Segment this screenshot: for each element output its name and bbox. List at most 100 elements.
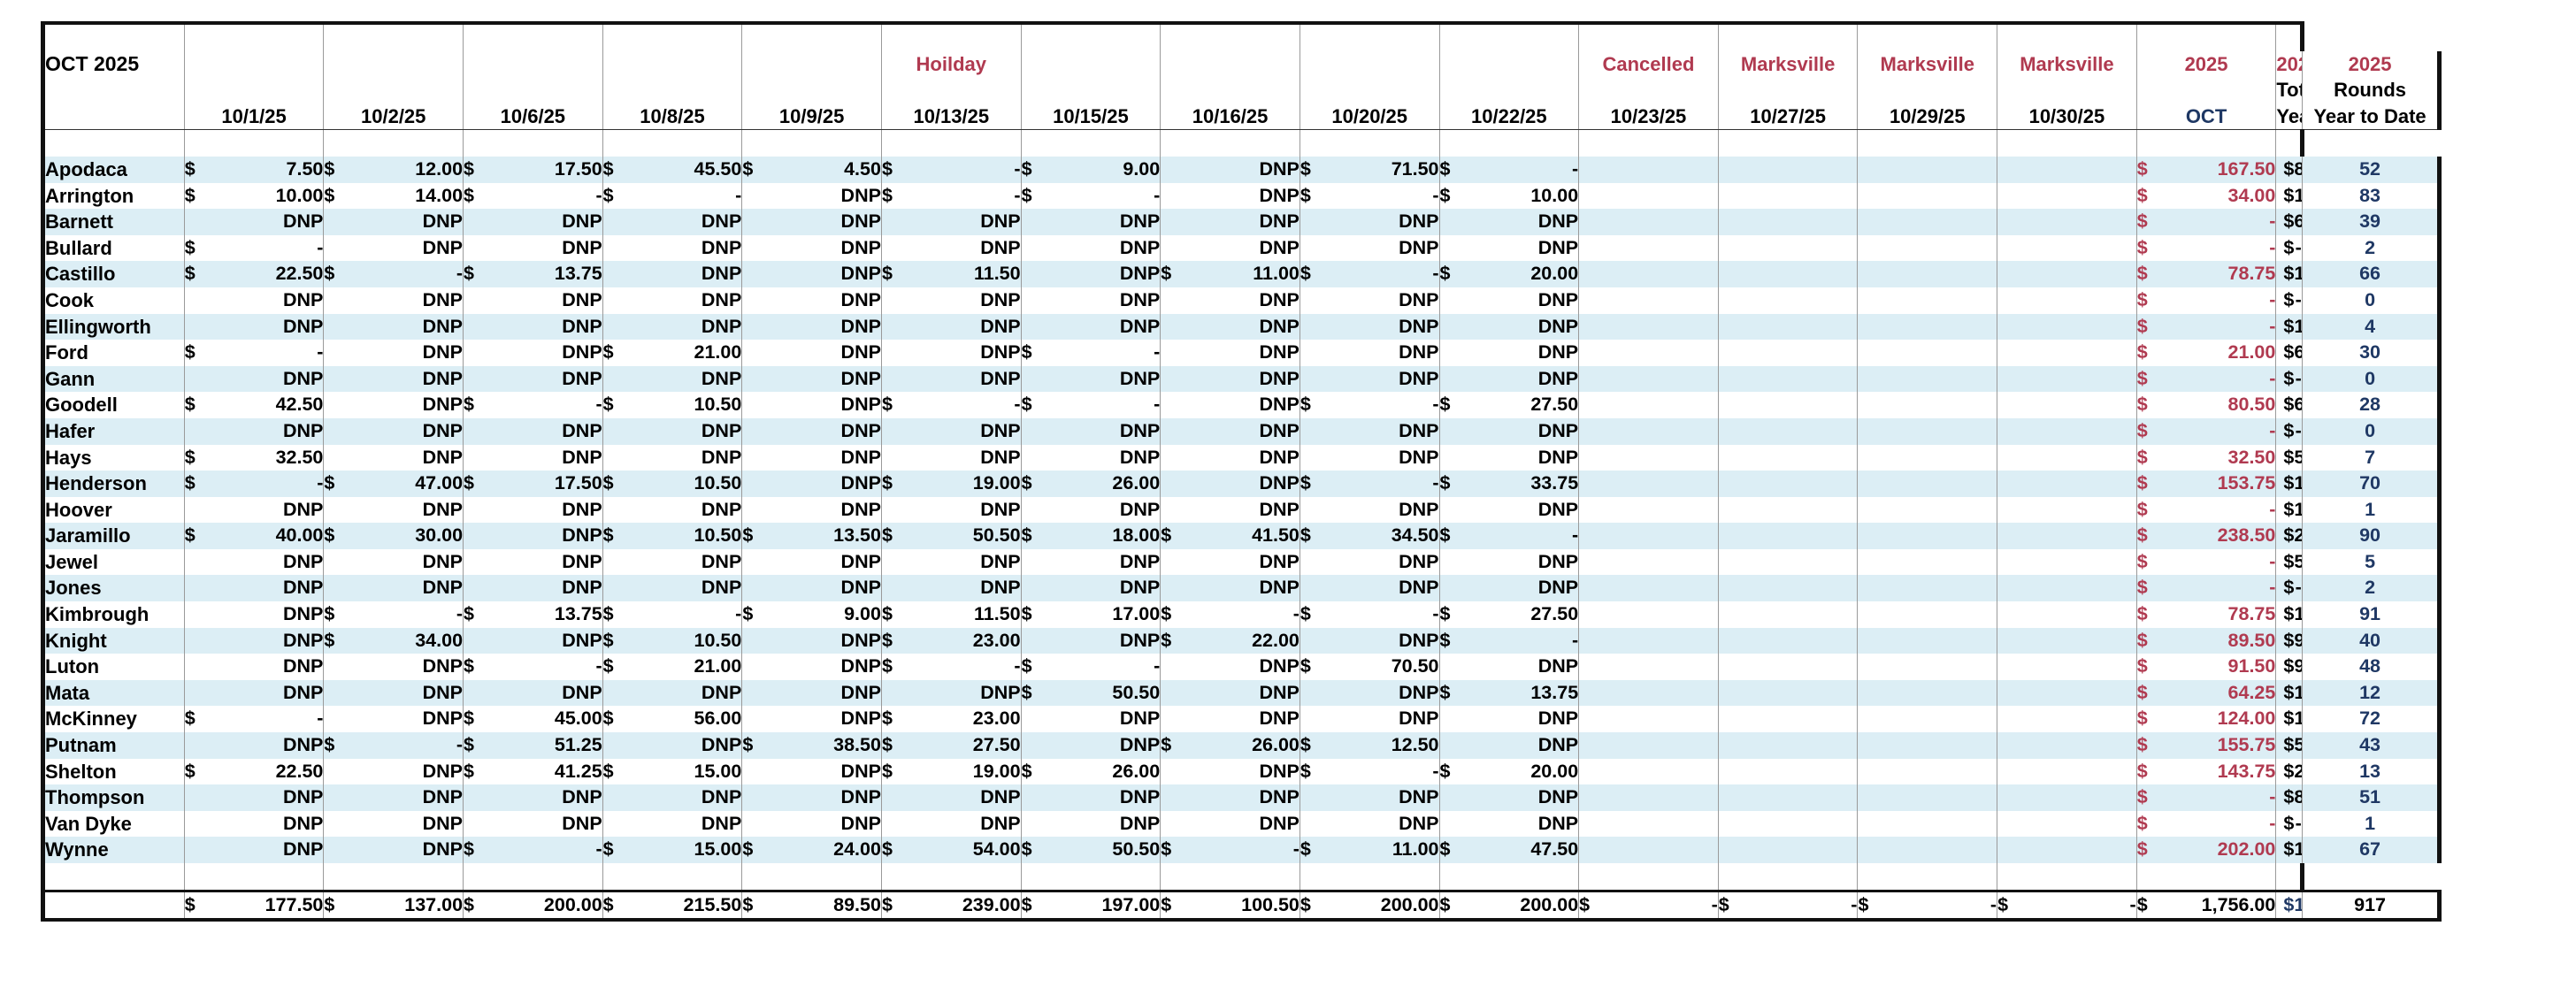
fee-cell[interactable]: 38.50 xyxy=(768,732,882,759)
player-name[interactable]: McKinney xyxy=(41,706,185,733)
fee-cell[interactable]: DNP xyxy=(1325,340,1440,366)
fee-cell[interactable]: 27.50 xyxy=(1465,601,1580,628)
fee-cell[interactable] xyxy=(1883,758,1998,785)
fee-cell[interactable]: 4.50 xyxy=(768,156,882,183)
fee-cell[interactable] xyxy=(1883,810,1998,838)
fee-cell[interactable]: DNP xyxy=(628,784,743,811)
fee-cell[interactable]: 33.75 xyxy=(1465,471,1580,497)
fee-cell[interactable]: 19.00 xyxy=(907,758,1022,785)
fee-cell[interactable] xyxy=(2023,313,2137,340)
fee-cell[interactable] xyxy=(2023,575,2137,602)
ytd-total-cell[interactable]: $101.50 xyxy=(2275,313,2303,340)
fee-cell[interactable]: DNP xyxy=(1465,784,1580,811)
rounds-ytd-cell[interactable]: 66 xyxy=(2301,261,2442,287)
ytd-total-cell[interactable]: $1,121.75 xyxy=(2275,837,2303,863)
fee-cell[interactable]: DNP xyxy=(488,548,603,576)
fee-cell[interactable]: - xyxy=(488,654,603,680)
oct-total-cell[interactable]: 64.25 xyxy=(2162,679,2277,707)
oct-total-cell[interactable]: 32.50 xyxy=(2162,444,2277,471)
fee-cell[interactable]: 47.50 xyxy=(1465,837,1580,863)
fee-cell[interactable]: 13.75 xyxy=(488,601,603,628)
fee-cell[interactable]: DNP xyxy=(1325,365,1440,393)
fee-cell[interactable] xyxy=(2023,209,2137,235)
fee-cell[interactable] xyxy=(2023,784,2137,811)
player-name[interactable]: Knight xyxy=(41,627,185,654)
fee-cell[interactable] xyxy=(1744,340,1859,366)
player-name[interactable]: Putnam xyxy=(41,732,185,759)
fee-cell[interactable]: 23.00 xyxy=(907,627,1022,654)
column-total-cell[interactable]: 177.50 xyxy=(210,889,325,922)
fee-cell[interactable]: - xyxy=(907,156,1022,183)
fee-cell[interactable] xyxy=(2023,340,2137,366)
fee-cell[interactable] xyxy=(2023,523,2137,549)
fee-cell[interactable]: DNP xyxy=(1186,209,1300,235)
player-name[interactable]: Hafer xyxy=(41,417,185,445)
ytd-grand-total-cell[interactable]: $17,134.50 xyxy=(2275,889,2303,922)
player-name[interactable]: Cook xyxy=(41,287,185,314)
fee-cell[interactable]: - xyxy=(349,732,464,759)
fee-cell[interactable]: - xyxy=(907,392,1022,418)
rounds-ytd-cell[interactable]: 12 xyxy=(2301,679,2442,707)
fee-cell[interactable] xyxy=(1605,365,1719,393)
column-total-cell[interactable]: 100.50 xyxy=(1186,889,1300,922)
fee-cell[interactable]: - xyxy=(628,601,743,628)
fee-cell[interactable]: DNP xyxy=(1465,209,1580,235)
fee-cell[interactable] xyxy=(1883,837,1998,863)
fee-cell[interactable] xyxy=(2023,156,2137,183)
fee-cell[interactable] xyxy=(1605,810,1719,838)
fee-cell[interactable]: DNP xyxy=(488,627,603,654)
fee-cell[interactable] xyxy=(1883,261,1998,287)
fee-cell[interactable]: DNP xyxy=(1186,287,1300,314)
fee-cell[interactable]: DNP xyxy=(907,496,1022,524)
fee-cell[interactable]: - xyxy=(1186,601,1300,628)
fee-cell[interactable] xyxy=(1605,706,1719,733)
oct-total-cell[interactable]: 167.50 xyxy=(2162,156,2277,183)
column-header-date[interactable]: 10/9/25 xyxy=(741,103,882,131)
fee-cell[interactable]: DNP xyxy=(768,471,882,497)
ytd-total-cell[interactable]: $10.00 xyxy=(2275,496,2303,524)
fee-cell[interactable]: 50.50 xyxy=(1046,837,1162,863)
fee-cell[interactable]: DNP xyxy=(349,758,464,785)
fee-cell[interactable]: 27.50 xyxy=(1465,392,1580,418)
fee-cell[interactable]: DNP xyxy=(1046,732,1162,759)
fee-cell[interactable]: DNP xyxy=(907,575,1022,602)
fee-cell[interactable]: 26.00 xyxy=(1186,732,1300,759)
fee-cell[interactable]: DNP xyxy=(1046,548,1162,576)
fee-cell[interactable] xyxy=(1883,156,1998,183)
fee-cell[interactable] xyxy=(1605,758,1719,785)
fee-cell[interactable]: 24.00 xyxy=(768,837,882,863)
fee-cell[interactable]: DNP xyxy=(349,417,464,445)
fee-cell[interactable]: - xyxy=(907,182,1022,210)
fee-cell[interactable]: DNP xyxy=(349,496,464,524)
rounds-ytd-cell[interactable]: 13 xyxy=(2301,758,2442,785)
fee-cell[interactable]: DNP xyxy=(1325,209,1440,235)
fee-cell[interactable] xyxy=(1744,706,1859,733)
oct-total-cell[interactable]: 78.75 xyxy=(2162,601,2277,628)
fee-cell[interactable]: DNP xyxy=(1046,627,1162,654)
fee-cell[interactable] xyxy=(1605,234,1719,262)
fee-cell[interactable] xyxy=(1744,575,1859,602)
fee-cell[interactable]: DNP xyxy=(1465,706,1580,733)
fee-cell[interactable] xyxy=(1605,417,1719,445)
fee-cell[interactable]: DNP xyxy=(907,287,1022,314)
column-header-date[interactable]: 10/2/25 xyxy=(323,103,464,131)
oct-total-cell[interactable]: 21.00 xyxy=(2162,340,2277,366)
fee-cell[interactable] xyxy=(1744,758,1859,785)
player-name[interactable]: Thompson xyxy=(41,784,185,811)
oct-total-cell[interactable]: - xyxy=(2162,575,2277,602)
fee-cell[interactable]: DNP xyxy=(1046,417,1162,445)
fee-cell[interactable]: DNP xyxy=(488,810,603,838)
column-total-cell[interactable]: - xyxy=(1744,889,1859,922)
column-header-date[interactable]: 10/23/25 xyxy=(1578,103,1719,131)
fee-cell[interactable]: DNP xyxy=(768,548,882,576)
fee-cell[interactable]: 13.50 xyxy=(768,523,882,549)
fee-cell[interactable] xyxy=(1605,287,1719,314)
fee-cell[interactable]: 71.50 xyxy=(1325,156,1440,183)
fee-cell[interactable]: 21.00 xyxy=(628,340,743,366)
ytd-total-cell[interactable]: $1,352.50 xyxy=(2275,706,2303,733)
rounds-ytd-cell[interactable]: 40 xyxy=(2301,627,2442,654)
column-total-cell[interactable]: - xyxy=(1605,889,1719,922)
fee-cell[interactable]: 17.00 xyxy=(1046,601,1162,628)
fee-cell[interactable]: DNP xyxy=(768,758,882,785)
fee-cell[interactable]: - xyxy=(488,182,603,210)
